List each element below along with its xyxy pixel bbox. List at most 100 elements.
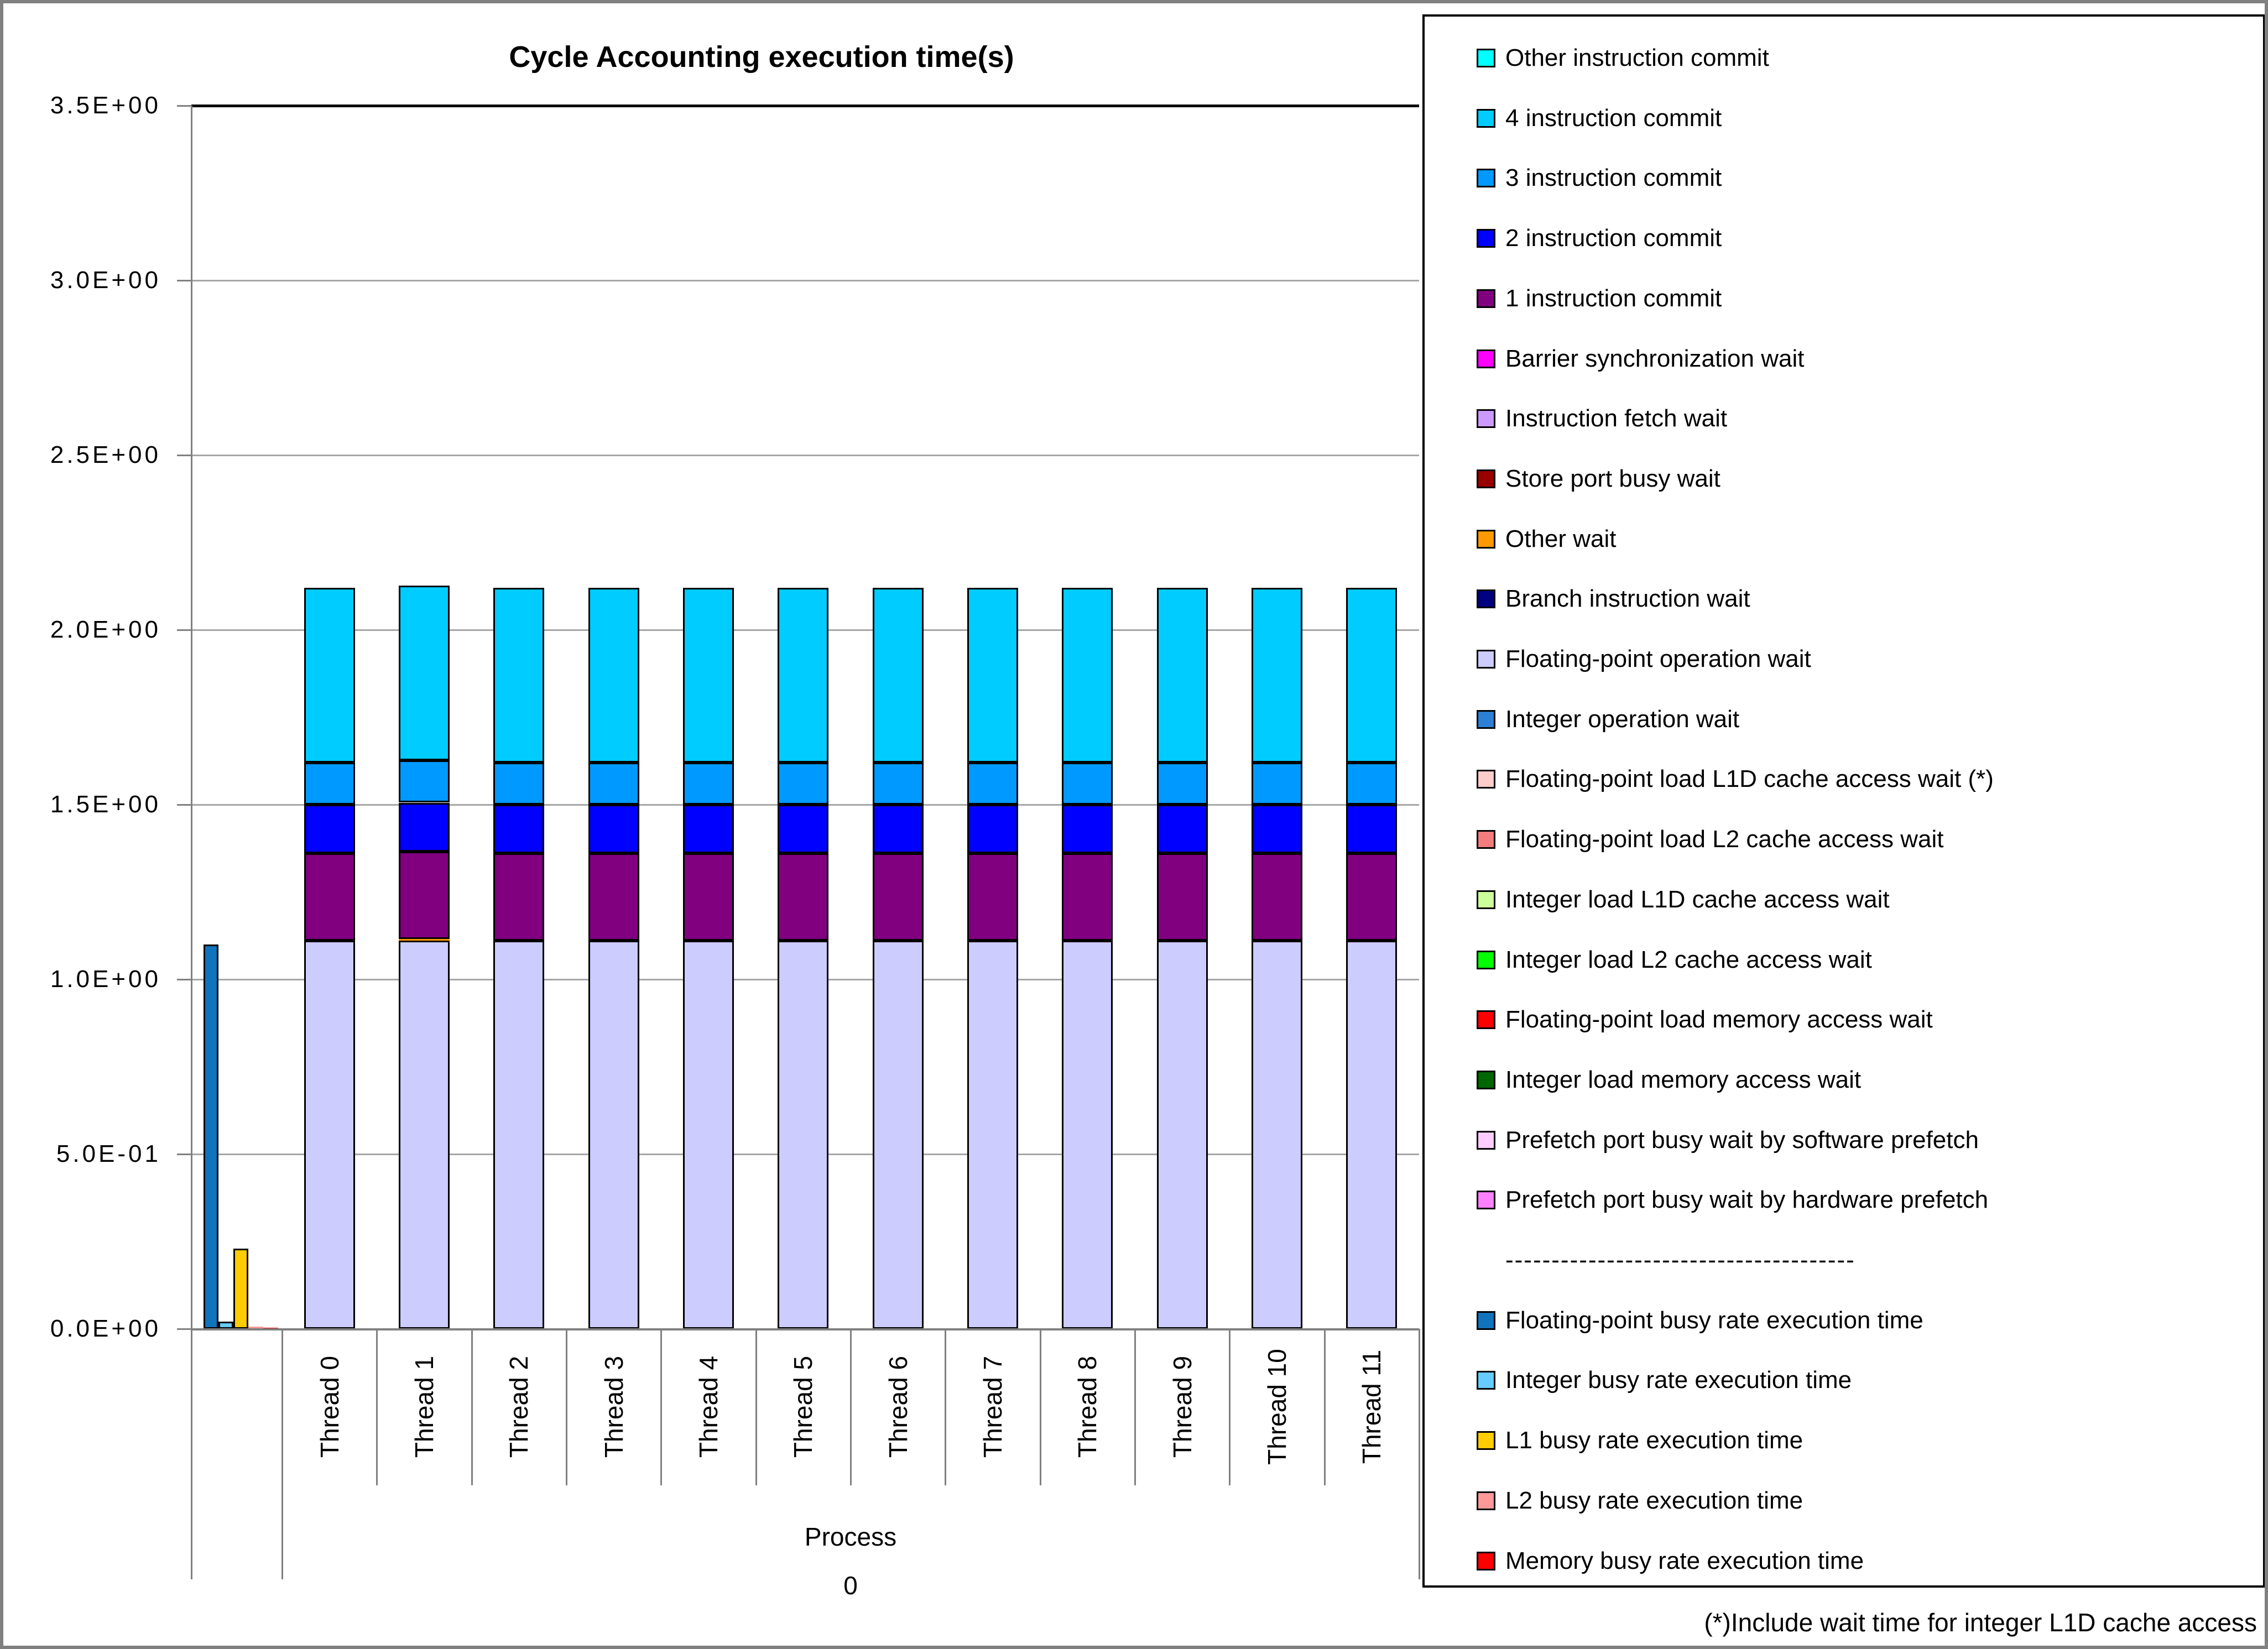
stack-segment bbox=[967, 853, 1018, 941]
thread-label: Thread 4 bbox=[694, 1355, 723, 1458]
stack-segment bbox=[304, 763, 355, 805]
legend-swatch bbox=[1477, 529, 1495, 549]
stack-segment bbox=[1346, 763, 1398, 805]
stack-segment bbox=[588, 853, 639, 941]
legend-item-label: Memory busy rate execution time bbox=[1505, 1547, 1864, 1574]
thread-cell-separator bbox=[1039, 1329, 1041, 1485]
stack-segment bbox=[493, 853, 545, 941]
legend-item-label: Other instruction commit bbox=[1505, 44, 1769, 71]
legend-swatch bbox=[1477, 1551, 1495, 1570]
legend-item-label: Barrier synchronization wait bbox=[1505, 345, 1805, 372]
stack-segment bbox=[872, 588, 924, 763]
stack-segment bbox=[588, 941, 639, 1329]
stack-segment bbox=[1156, 941, 1208, 1329]
stack-segment bbox=[1156, 853, 1208, 941]
legend-item-label: Integer load L1D cache access wait bbox=[1505, 885, 1890, 913]
stack-segment bbox=[1252, 588, 1302, 763]
legend-swatch bbox=[1477, 409, 1495, 429]
legend-item-label: Floating-point busy rate execution time bbox=[1505, 1306, 1923, 1334]
y-tick-label: 2.5E+00 bbox=[50, 441, 161, 468]
stack-segment bbox=[872, 805, 924, 853]
thread-label: Thread 6 bbox=[883, 1355, 913, 1458]
busy-rate-bar-1 bbox=[218, 1322, 233, 1329]
legend-item-label: 1 instruction commit bbox=[1505, 284, 1722, 312]
legend-swatch bbox=[1477, 229, 1495, 248]
stack-segment bbox=[304, 805, 355, 853]
stack-segment bbox=[967, 763, 1018, 805]
legend-swatch bbox=[1477, 1491, 1495, 1510]
stack-segment bbox=[399, 586, 450, 760]
legend-swatch bbox=[1477, 289, 1495, 308]
legend-swatch bbox=[1477, 830, 1495, 849]
thread-cell-separator bbox=[1134, 1329, 1136, 1485]
stack-segment bbox=[778, 805, 829, 853]
legend-item-label: Floating-point load L1D cache access wai… bbox=[1505, 765, 1994, 793]
y-axis-tick bbox=[177, 105, 191, 107]
legend-swatch bbox=[1477, 1191, 1495, 1210]
thread-cell-separator bbox=[755, 1329, 757, 1485]
legend-item-label: Floating-point load L2 cache access wait bbox=[1505, 826, 1944, 853]
y-tick-label: 0.0E+00 bbox=[50, 1315, 161, 1342]
stack-segment bbox=[778, 853, 829, 941]
y-tick-label: 3.5E+00 bbox=[50, 92, 161, 119]
category-boundary-line bbox=[281, 1329, 283, 1579]
gridline bbox=[191, 455, 1419, 456]
stack-segment bbox=[1156, 763, 1208, 805]
legend-swatch bbox=[1477, 1070, 1495, 1089]
legend-item-label: L2 busy rate execution time bbox=[1505, 1486, 1803, 1514]
thread-cell-separator bbox=[566, 1329, 567, 1485]
stack-segment bbox=[399, 938, 450, 941]
legend-swatch bbox=[1477, 1371, 1495, 1390]
legend-item-label: 4 instruction commit bbox=[1505, 104, 1722, 132]
thread-cell-separator bbox=[376, 1329, 378, 1485]
stack-segment bbox=[872, 853, 924, 941]
legend-swatch bbox=[1477, 1130, 1495, 1150]
stack-segment bbox=[967, 588, 1018, 763]
legend-item-label: 2 instruction commit bbox=[1505, 225, 1722, 252]
stack-segment bbox=[683, 763, 734, 805]
stack-segment bbox=[399, 803, 450, 852]
stack-segment bbox=[1062, 853, 1113, 941]
stack-segment bbox=[1346, 941, 1398, 1329]
legend-item-label: Floating-point load memory access wait bbox=[1505, 1006, 1933, 1034]
thread-cell-separator bbox=[1323, 1329, 1326, 1485]
stack-segment bbox=[967, 805, 1018, 853]
legend-swatch bbox=[1477, 890, 1495, 909]
gridline bbox=[191, 280, 1419, 281]
stack-segment bbox=[683, 941, 734, 1329]
thread-label: Thread 3 bbox=[599, 1355, 628, 1458]
legend-item-label: Integer busy rate execution time bbox=[1505, 1366, 1852, 1394]
stack-segment bbox=[304, 853, 355, 941]
stack-segment bbox=[1062, 588, 1113, 763]
plot-top-border bbox=[191, 105, 1419, 107]
stack-segment bbox=[493, 941, 545, 1329]
x-axis-group-value: 0 bbox=[843, 1571, 858, 1600]
thread-cell-separator bbox=[1229, 1329, 1231, 1485]
thread-cell-separator bbox=[850, 1329, 852, 1485]
y-tick-label: 5.0E-01 bbox=[56, 1140, 161, 1167]
stack-segment bbox=[304, 588, 355, 763]
chart-title: Cycle Accounting execution time(s) bbox=[509, 40, 1014, 74]
thread-label: Thread 2 bbox=[504, 1355, 534, 1458]
legend-swatch bbox=[1477, 950, 1495, 969]
legend-swatch bbox=[1477, 650, 1495, 669]
busy-rate-bar-3 bbox=[248, 1327, 263, 1329]
y-axis-tick bbox=[177, 629, 191, 631]
stack-segment bbox=[588, 588, 639, 763]
y-axis-tick bbox=[177, 979, 191, 980]
thread-label: Thread 1 bbox=[410, 1355, 439, 1458]
stack-segment bbox=[493, 805, 545, 853]
thread-label: Thread 7 bbox=[978, 1355, 1007, 1458]
stack-segment bbox=[588, 763, 639, 805]
legend-item-label: Prefetch port busy wait by software pref… bbox=[1505, 1126, 1979, 1154]
legend-swatch bbox=[1477, 169, 1495, 188]
legend-item-label: 3 instruction commit bbox=[1505, 164, 1722, 192]
legend-swatch bbox=[1477, 770, 1495, 789]
legend-item-label: Integer load L2 cache access wait bbox=[1505, 946, 1872, 973]
legend-swatch bbox=[1477, 1311, 1495, 1330]
legend-item-label: Other wait bbox=[1505, 525, 1617, 552]
stack-segment bbox=[1062, 941, 1113, 1329]
x-axis-baseline bbox=[191, 1328, 1419, 1330]
category-boundary-line bbox=[1419, 1329, 1420, 1579]
thread-cell-separator bbox=[945, 1329, 947, 1485]
